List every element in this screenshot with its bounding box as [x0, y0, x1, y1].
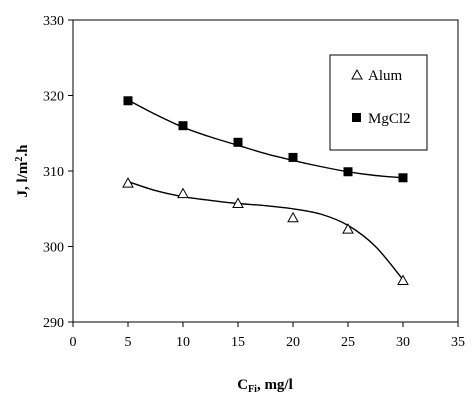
x-tick-label: 20 — [286, 335, 300, 350]
x-tick-label: 35 — [451, 335, 465, 350]
y-tick-label: 310 — [43, 165, 64, 180]
point-alum — [122, 177, 134, 188]
point-mgcl2 — [288, 152, 298, 162]
x-tick-label: 30 — [396, 335, 410, 350]
legend-label-alum: Alum — [368, 68, 403, 84]
y-axis-ticks: 290 300 310 320 330 — [43, 14, 73, 331]
point-alum — [287, 211, 299, 223]
x-tick-label: 10 — [176, 335, 190, 350]
fit-curve-alum — [127, 180, 404, 281]
point-alum — [232, 197, 244, 208]
x-axis-ticks: 0 5 10 15 20 25 30 35 — [70, 322, 465, 350]
legend-box — [329, 54, 428, 151]
point-mgcl2 — [123, 96, 133, 106]
legend-label-mgcl2: MgCl2 — [368, 111, 411, 127]
x-tick-label: 0 — [70, 335, 77, 350]
x-tick-label: 15 — [231, 335, 245, 350]
point-mgcl2 — [233, 137, 243, 147]
fit-curve-mgcl2 — [127, 99, 404, 179]
x-tick-label: 25 — [341, 335, 355, 350]
y-tick-label: 330 — [43, 14, 64, 29]
point-mgcl2 — [398, 173, 408, 183]
fit-curves — [127, 99, 404, 281]
legend-marker-alum — [351, 68, 363, 80]
data-points — [122, 96, 409, 285]
legend-marker-mgcl2 — [352, 113, 361, 122]
point-mgcl2 — [178, 121, 188, 131]
point-alum — [342, 223, 354, 234]
point-alum — [397, 274, 409, 285]
x-tick-label: 5 — [125, 335, 132, 350]
y-tick-label: 290 — [43, 316, 64, 331]
point-alum — [177, 187, 189, 199]
y-tick-label: 320 — [43, 90, 64, 105]
y-axis-title: J, l/m2.h — [14, 144, 31, 198]
y-tick-label: 300 — [43, 241, 64, 256]
legend: Alum MgCl2 — [329, 54, 428, 151]
x-axis-title: CFi, mg/l — [237, 377, 293, 395]
point-mgcl2 — [343, 167, 353, 177]
